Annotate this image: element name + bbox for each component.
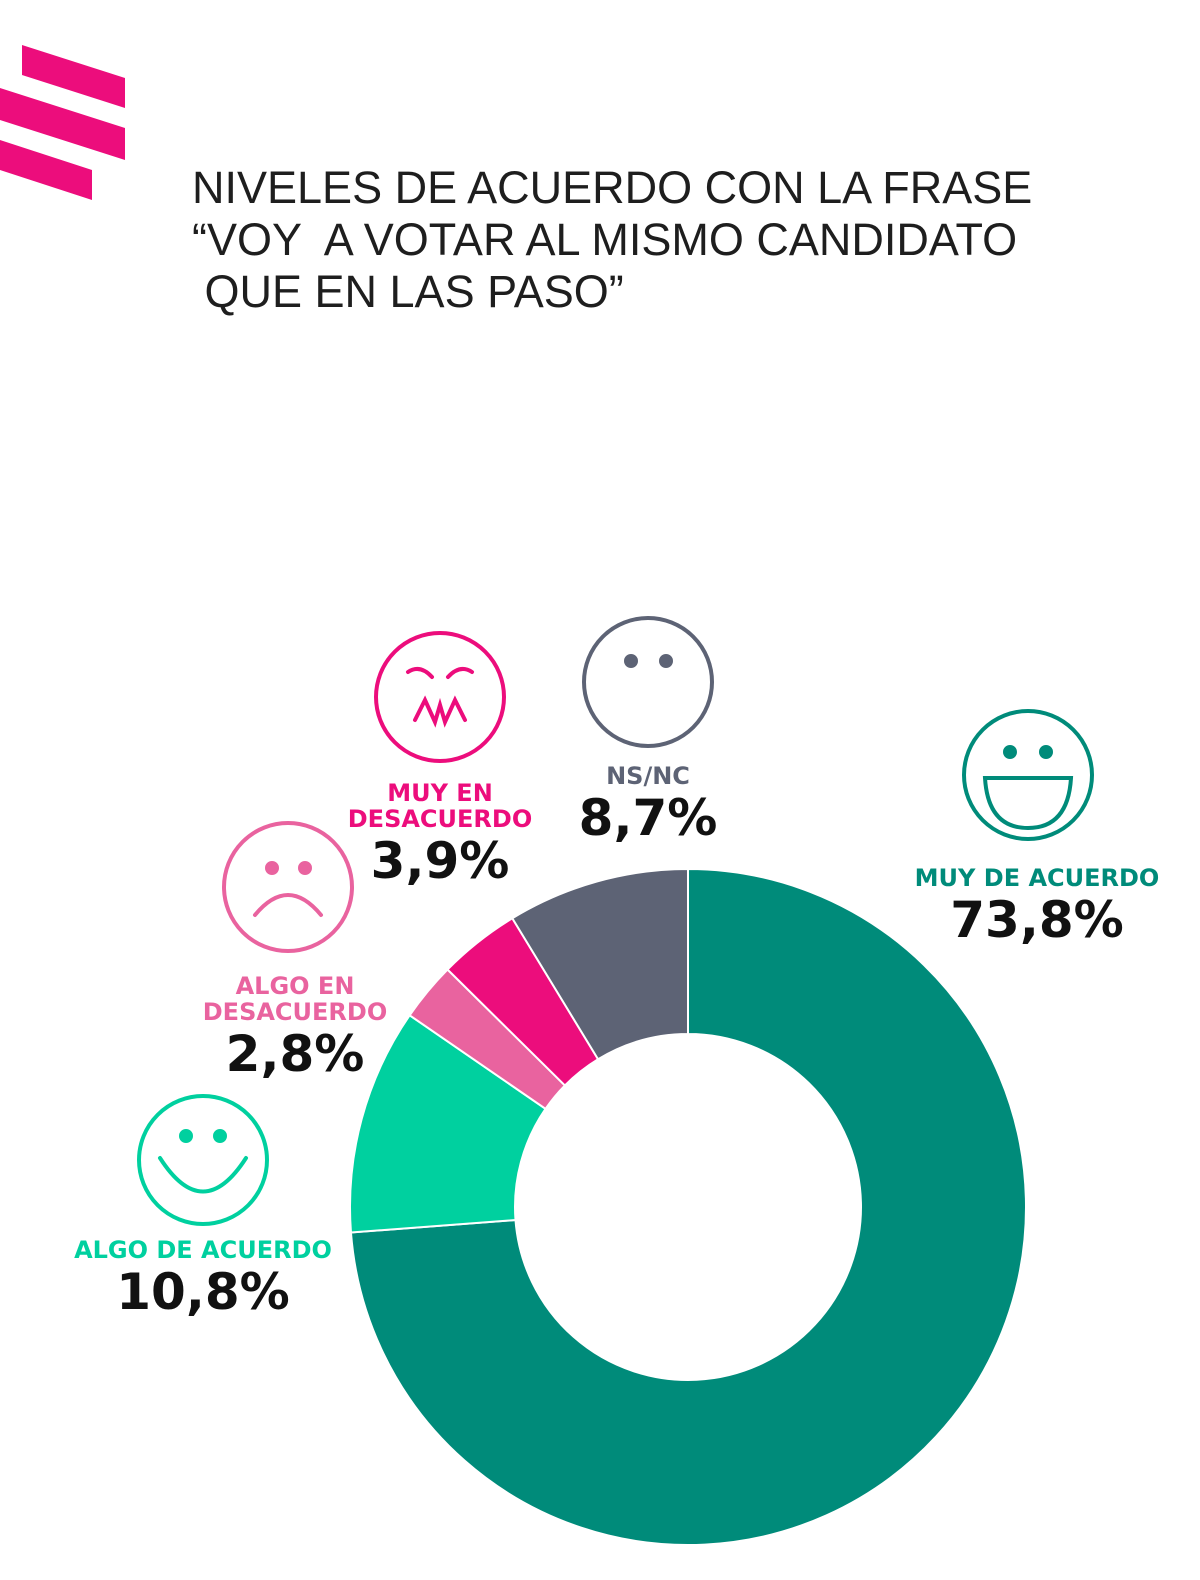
face-icons	[137, 616, 1094, 1226]
category-name: ALGO DE ACUERDO	[74, 1236, 332, 1264]
segment-label: ALGO DE ACUERDO 10,8%	[53, 1237, 353, 1321]
segment-label: NS/NC 8,7%	[548, 763, 748, 847]
segment-label: MUY DE ACUERDO 73,8%	[887, 865, 1187, 949]
value-label: 8,7%	[578, 789, 718, 847]
segment-label: MUY EN DESACUERDO 3,9%	[330, 780, 550, 890]
value-label: 73,8%	[950, 891, 1124, 949]
category-name: ALGO EN DESACUERDO	[202, 972, 388, 1026]
title-line: “VOY A VOTAR AL MISMO CANDIDATO	[192, 214, 1018, 265]
title-line: QUE EN LAS PASO”	[192, 266, 624, 317]
value-label: 10,8%	[116, 1263, 290, 1321]
segment-label: ALGO EN DESACUERDO 2,8%	[185, 973, 405, 1083]
chart-title: NIVELES DE ACUERDO CON LA FRASE “VOY A VO…	[192, 162, 1032, 318]
value-label: 2,8%	[225, 1025, 365, 1083]
value-label: 3,9%	[370, 832, 510, 890]
donut-segment	[510, 867, 689, 1061]
logo	[0, 45, 125, 200]
category-name: MUY EN DESACUERDO	[347, 779, 533, 833]
title-line: NIVELES DE ACUERDO CON LA FRASE	[192, 162, 1033, 213]
category-name: MUY DE ACUERDO	[914, 864, 1160, 892]
donut-segment	[349, 867, 1027, 1546]
category-name: NS/NC	[606, 762, 690, 790]
